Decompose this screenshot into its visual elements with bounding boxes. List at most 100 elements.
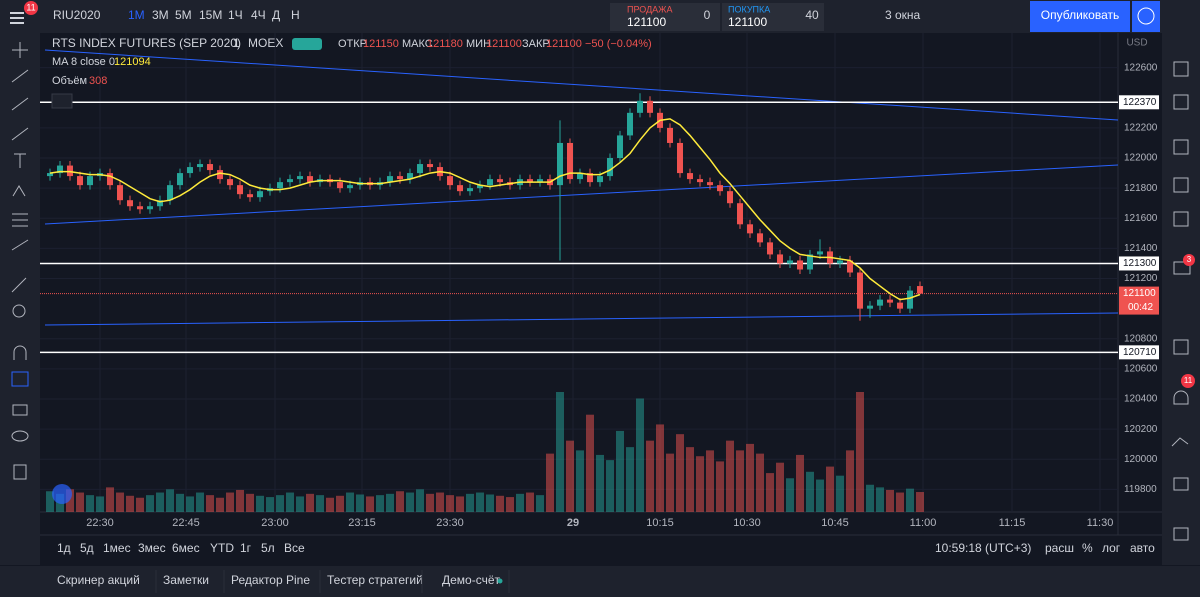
range-button[interactable]: 5д — [80, 541, 94, 555]
low-label: МИН — [466, 38, 491, 50]
volume-bar — [186, 496, 194, 512]
y-tick-label: 122600 — [1124, 62, 1158, 73]
candle-body — [567, 142, 573, 180]
volume-bar — [906, 488, 914, 512]
volume-bar — [506, 497, 514, 512]
candle-body — [697, 179, 703, 183]
volume-bar — [606, 460, 614, 512]
volume-value: 308 — [89, 75, 107, 87]
x-tick-label: 22:30 — [86, 517, 114, 529]
candle-body — [87, 176, 93, 186]
candle-body — [157, 200, 163, 207]
range-button[interactable]: 1д — [57, 541, 71, 555]
interval-button[interactable]: 5М — [175, 8, 192, 22]
quantity[interactable]: 40 — [805, 8, 819, 22]
badge-text: 11 — [1184, 376, 1193, 385]
candle-body — [47, 173, 53, 177]
publish-label: Опубликовать — [1041, 8, 1119, 22]
candle-body — [717, 185, 723, 192]
candle-body — [407, 173, 413, 180]
interval-button[interactable]: Д — [272, 8, 280, 22]
candle-body — [487, 179, 493, 186]
volume-bar — [646, 440, 654, 512]
range-button[interactable]: 1мес — [103, 541, 131, 555]
candle-body — [287, 179, 293, 183]
instrument-name: RTS INDEX FUTURES (SEP 2020) — [52, 36, 241, 50]
candle-body — [747, 224, 753, 234]
status-dot — [497, 578, 503, 584]
footer-tab[interactable]: Скринер акций — [57, 573, 140, 587]
volume-bar — [716, 461, 724, 512]
buy-button[interactable] — [722, 3, 824, 31]
volume-bar — [466, 493, 474, 512]
scale-option[interactable]: % — [1082, 541, 1093, 555]
sell-label: ПРОДАЖА — [627, 4, 673, 14]
candle-body — [387, 176, 393, 183]
y-tick-label: 121400 — [1124, 243, 1158, 254]
x-tick-label: 23:15 — [348, 517, 376, 529]
symbol[interactable]: RIU2020 — [53, 8, 101, 22]
interval-button[interactable]: 4Ч — [251, 8, 266, 22]
footer-tab[interactable]: Тестер стратегий — [327, 573, 423, 587]
drawing-tools[interactable] — [11, 42, 29, 480]
volume-bar — [326, 497, 334, 512]
x-tick-label: 11:15 — [999, 517, 1026, 529]
volume-bar — [366, 496, 374, 512]
publish-button[interactable] — [1030, 1, 1130, 32]
interval-button[interactable]: Н — [291, 8, 300, 22]
level-label-box — [1119, 345, 1159, 360]
scale-option[interactable]: авто — [1130, 541, 1155, 555]
ma-label: MA 8 close 0 — [52, 56, 115, 68]
sidebar-icons[interactable] — [1171, 61, 1191, 541]
footer-tab[interactable]: Демо-счёт — [442, 573, 501, 587]
volume-bar — [126, 495, 134, 512]
close-value: 121100 — [546, 38, 582, 50]
volume-bar — [556, 392, 564, 512]
range-button[interactable]: 6мес — [172, 541, 200, 555]
interval-button[interactable]: 3М — [152, 8, 169, 22]
candle-body — [667, 127, 673, 143]
range-button[interactable]: 3мес — [138, 541, 166, 555]
interval-button[interactable]: 1М — [128, 8, 145, 22]
candle-body — [597, 176, 603, 183]
y-tick-label: 122200 — [1124, 123, 1158, 134]
high-value: 121180 — [427, 38, 463, 50]
last-price-box — [1119, 286, 1159, 315]
collapse-button[interactable] — [51, 93, 73, 109]
volume-bar — [216, 497, 224, 512]
ma-line — [49, 118, 921, 301]
volume-bar — [836, 475, 844, 512]
left-toolbar — [0, 33, 40, 565]
volume-bar — [736, 450, 744, 512]
range-button[interactable]: 5л — [261, 541, 275, 555]
volume-bar — [826, 466, 834, 512]
footer-tab[interactable]: Заметки — [163, 573, 209, 587]
layout[interactable]: 3 окна — [885, 8, 921, 22]
candle-body — [817, 251, 823, 255]
volume-bar — [456, 496, 464, 512]
candle-body — [897, 302, 903, 309]
range-button[interactable]: 1г — [240, 541, 252, 555]
scale-option[interactable]: лог — [1102, 541, 1121, 555]
volume-bar — [286, 492, 294, 512]
volume-bar — [66, 489, 74, 512]
candle-body — [457, 185, 463, 192]
interval-button[interactable]: 1Ч — [228, 8, 243, 22]
range-button[interactable]: YTD — [210, 541, 234, 555]
footer-tab[interactable]: Редактор Pine — [231, 573, 310, 587]
replay-button[interactable] — [1132, 1, 1160, 32]
volume-bar — [236, 489, 244, 512]
menu-button[interactable] — [10, 12, 24, 24]
interval-button[interactable]: 15М — [199, 8, 222, 22]
volume-bar — [196, 492, 204, 512]
clock: 10:59:18 (UTC+3) — [935, 541, 1031, 555]
scale-option[interactable]: расш — [1045, 541, 1074, 555]
candle-body — [867, 305, 873, 309]
y-tick-label: 121200 — [1124, 273, 1158, 284]
volume-bar — [266, 497, 274, 512]
x-tick-label: 22:45 — [172, 517, 200, 529]
range-button[interactable]: Все — [284, 541, 305, 555]
sell-button[interactable] — [610, 3, 720, 31]
candle-body — [447, 176, 453, 186]
badge — [1183, 254, 1195, 266]
